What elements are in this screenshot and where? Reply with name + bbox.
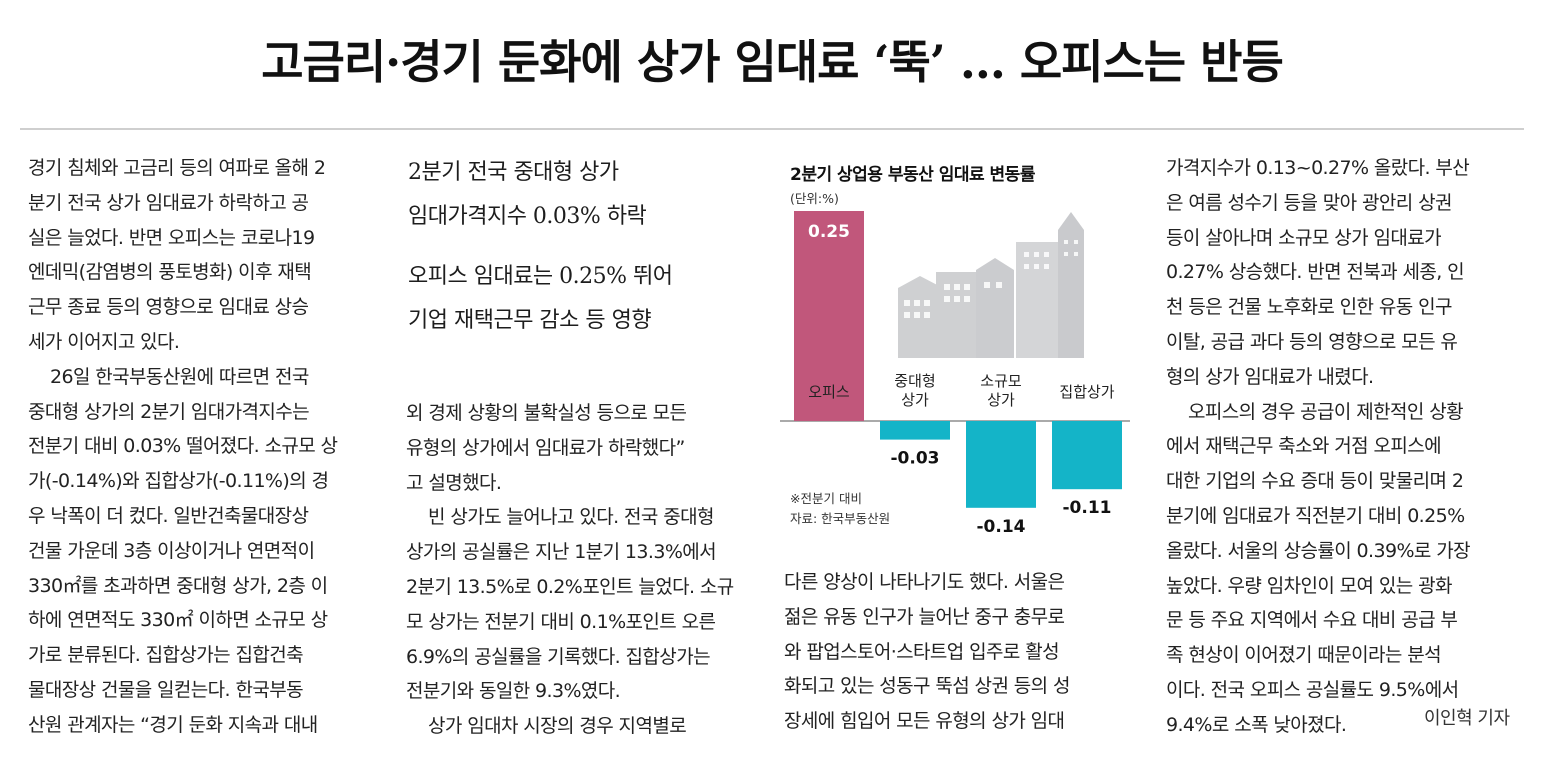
bar-2 <box>966 421 1036 508</box>
bar-value-label: 0.25 <box>808 222 850 242</box>
text-line: 분기 전국 상가 임대료가 하락하고 공 <box>28 191 309 214</box>
text-line: 세가 이어지고 있다. <box>28 330 180 353</box>
category-label: 오피스 <box>808 383 850 401</box>
text-line: 다른 양상이 나타나기도 했다. 서울은 <box>784 571 1065 593</box>
text-line: 가로 분류된다. 집합상가는 집합건축 <box>28 644 304 667</box>
headline: 고금리·경기 둔화에 상가 임대료 ‘뚝’ … 오피스는 반등 <box>261 35 1284 89</box>
text-line: 문 등 주요 지역에서 수요 대비 공급 부 <box>1166 609 1458 632</box>
text-line: 높았다. 우량 임차인이 모여 있는 광화 <box>1166 574 1452 597</box>
text-line: 전분기와 동일한 9.3%였다. <box>406 680 621 703</box>
text-line: 2분기 13.5%로 0.2%포인트 늘었다. 소규 <box>406 575 734 598</box>
text-line: 근무 종료 등의 영향으로 임대료 상승 <box>28 296 309 319</box>
article-column-1: 경기 침체와 고금리 등의 여파로 올해 2 분기 전국 상가 임대료가 하락하고… <box>28 151 372 743</box>
chart-unit: (단위:%) <box>790 191 839 206</box>
text-line: 경기 침체와 고금리 등의 여파로 올해 2 <box>28 157 326 179</box>
subheadline-line: 기업 재택근무 감소 등 영향 <box>408 308 652 333</box>
chart-source: 자료: 한국부동산원 <box>790 511 891 526</box>
text-line: 모 상가는 전분기 대비 0.1%포인트 오른 <box>406 610 716 633</box>
text-line: 26일 한국부동산원에 따르면 전국 <box>50 365 309 388</box>
text-line: 천 등은 건물 노후화로 인한 유동 인구 <box>1166 296 1452 319</box>
byline: 이인혁 기자 <box>1424 708 1510 729</box>
text-line: 엔데믹(감염병의 풍토병화) 이후 재택 <box>28 261 312 284</box>
text-line: 대한 기업의 수요 증대 등이 맞물리며 2 <box>1166 470 1464 493</box>
text-line: 외 경제 상황의 불확실성 등으로 모든 <box>406 402 687 424</box>
text-line: 은 여름 성수기 등을 맞아 광안리 상권 <box>1166 191 1452 214</box>
city-buildings-illustration <box>898 212 1084 358</box>
text-line: 건물 가운데 3층 이상이거나 연면적이 <box>28 539 315 562</box>
text-line: 0.27% 상승했다. 반면 전북과 세종, 인 <box>1166 261 1465 284</box>
headline-rule <box>20 128 1524 130</box>
text-line: 산원 관계자는 “경기 둔화 지속과 대내 <box>28 713 318 736</box>
text-line: 등이 살아나며 소규모 상가 임대료가 <box>1166 226 1442 249</box>
text-line: 물대장상 건물을 일컫는다. 한국부동 <box>28 678 304 701</box>
text-line: 하에 연면적도 330㎡ 이하면 소규모 상 <box>28 609 328 632</box>
text-line: 상가 임대차 시장의 경우 지역별로 <box>428 715 687 738</box>
text-line: 분기에 임대료가 직전분기 대비 0.25% <box>1166 504 1465 527</box>
bar-value-label: -0.03 <box>891 449 940 469</box>
category-label: 상가 <box>901 391 929 409</box>
text-line: 오피스의 경우 공급이 제한적인 상황 <box>1188 400 1464 423</box>
text-line: 젊은 유동 인구가 늘어난 중구 충무로 <box>784 605 1065 628</box>
category-label: 소규모 <box>980 372 1022 390</box>
text-line: 상가의 공실률은 지난 1분기 13.3%에서 <box>406 541 717 564</box>
text-line: 330㎡를 초과하면 중대형 상가, 2층 이 <box>28 574 328 597</box>
subheadline-line: 2분기 전국 중대형 상가 <box>408 160 619 185</box>
text-line: 가(-0.14%)와 집합상가(-0.11%)의 경 <box>28 470 329 493</box>
text-line: 장세에 힘입어 모든 유형의 상가 임대 <box>784 710 1065 733</box>
category-label: 집합상가 <box>1059 383 1114 401</box>
category-label: 상가 <box>987 391 1015 409</box>
text-line: 고 설명했다. <box>406 471 502 494</box>
text-line: 이탈, 공급 과다 등의 영향으로 모든 유 <box>1166 330 1458 353</box>
text-line: 족 현상이 이어졌기 때문이라는 분석 <box>1166 644 1442 667</box>
subheadline: 2분기 전국 중대형 상가 임대가격지수 0.03% 하락 오피스 임대료는 0… <box>408 151 758 343</box>
category-label: 중대형 <box>894 372 935 390</box>
text-line: 실은 늘었다. 반면 오피스는 코로나19 <box>28 226 315 249</box>
text-line: 우 낙폭이 더 컸다. 일반건축물대장상 <box>28 504 309 527</box>
bar-value-label: -0.14 <box>977 517 1026 537</box>
chart-note: ※전분기 대비 <box>790 491 862 506</box>
text-line: 9.4%로 소폭 낮아졌다. <box>1166 713 1347 736</box>
text-line: 에서 재택근무 축소와 거점 오피스에 <box>1166 435 1442 458</box>
text-line: 와 팝업스토어·스타트업 입주로 활성 <box>784 640 1060 663</box>
text-line: 형의 상가 임대료가 내렸다. <box>1166 365 1374 388</box>
bar-value-label: -0.11 <box>1063 498 1112 518</box>
text-line: 유형의 상가에서 임대료가 하락했다” <box>406 436 685 459</box>
text-line: 전분기 대비 0.03% 떨어졌다. 소규모 상 <box>28 435 338 458</box>
text-line: 가격지수가 0.13~0.27% 올랐다. 부산 <box>1166 157 1470 179</box>
text-line: 빈 상가도 늘어나고 있다. 전국 중대형 <box>428 506 714 529</box>
chart-title: 2분기 상업용 부동산 임대료 변동률 <box>790 165 1035 185</box>
text-line: 화되고 있는 성동구 뚝섬 상권 등의 성 <box>784 675 1070 698</box>
bar-3 <box>1052 421 1122 490</box>
text-line: 중대형 상가의 2분기 임대가격지수는 <box>28 400 310 423</box>
text-line: 6.9%의 공실률을 기록했다. 집합상가는 <box>406 645 711 668</box>
subheadline-line: 임대가격지수 0.03% 하락 <box>408 204 647 229</box>
subheadline-line: 오피스 임대료는 0.25% 뛰어 <box>408 264 673 289</box>
bar-1 <box>880 421 950 440</box>
bar-0 <box>794 211 864 421</box>
text-line: 올랐다. 서울의 상승률이 0.39%로 가장 <box>1166 539 1471 562</box>
text-line: 이다. 전국 오피스 공실률도 9.5%에서 <box>1166 678 1459 701</box>
